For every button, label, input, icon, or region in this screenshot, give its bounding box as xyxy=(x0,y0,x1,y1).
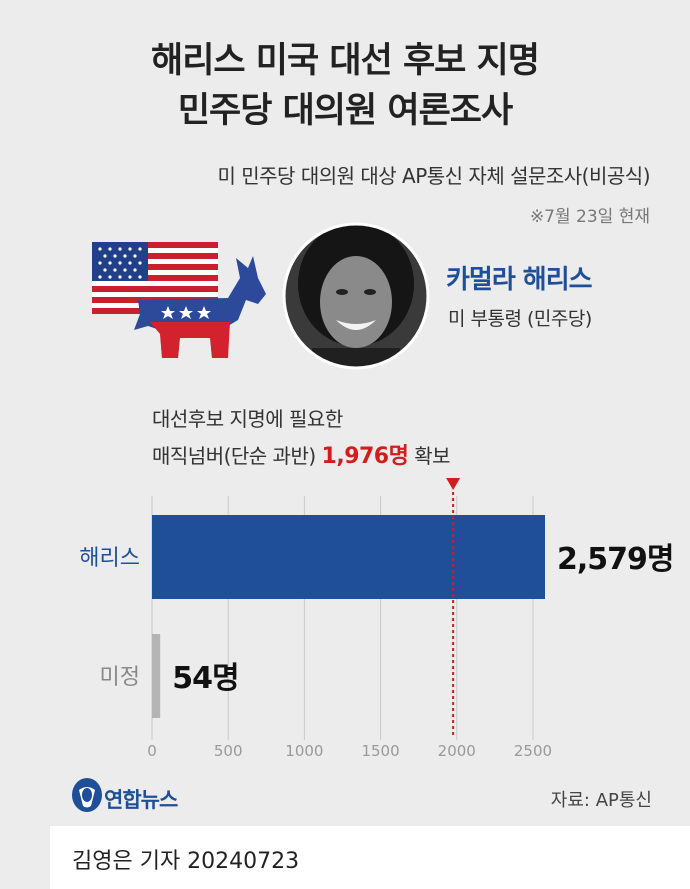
threshold-note-line-1: 대선후보 지명에 필요한 xyxy=(152,403,343,432)
category-label: 미정 xyxy=(100,665,140,690)
candidate-role: 미 부통령 (민주당) xyxy=(448,304,592,331)
x-tick-label: 1500 xyxy=(361,742,399,760)
x-tick-label: 2500 xyxy=(514,742,552,760)
yonhap-logo-text: 연합뉴스 xyxy=(104,784,177,814)
title-line-1: 해리스 미국 대선 후보 지명 xyxy=(0,32,690,83)
value-label: 2,579명 xyxy=(557,542,674,577)
x-tick-label: 2000 xyxy=(438,742,476,760)
threshold-note-line-2: 매직넘버(단순 과반) 1,976명 확보 xyxy=(152,438,450,470)
threshold-marker-icon xyxy=(446,478,460,490)
magic-number-value: 1,976명 xyxy=(322,444,409,469)
flag-donkey-icon xyxy=(88,238,268,362)
x-tick-label: 500 xyxy=(214,742,243,760)
threshold-note-suffix: 확보 xyxy=(408,444,450,468)
candidate-portrait xyxy=(282,222,430,370)
source-note: 자료: AP통신 xyxy=(551,786,652,812)
x-tick-label: 0 xyxy=(147,742,157,760)
x-tick-label: 1000 xyxy=(285,742,323,760)
date-note: ※7월 23일 현재 xyxy=(530,202,650,227)
value-label: 54명 xyxy=(172,661,238,696)
threshold-note-prefix: 매직넘버(단순 과반) xyxy=(152,444,322,468)
subtitle: 미 민주당 대의원 대상 AP통신 자체 설문조사(비공식) xyxy=(218,160,651,189)
title-line-2: 민주당 대의원 여론조사 xyxy=(0,82,690,133)
category-label: 해리스 xyxy=(79,546,140,571)
candidate-name: 카멀라 해리스 xyxy=(446,259,592,296)
bar xyxy=(152,634,160,718)
yonhap-logo-icon xyxy=(70,776,104,814)
reporter-byline: 김영은 기자 20240723 xyxy=(72,843,299,875)
bar xyxy=(152,515,545,599)
